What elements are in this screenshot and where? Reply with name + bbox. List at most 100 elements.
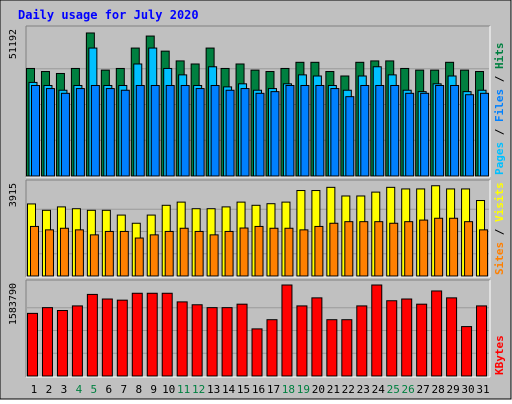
kbytes-bar bbox=[281, 284, 293, 377]
kbytes-bar bbox=[161, 292, 173, 377]
kbytes-bar bbox=[206, 307, 218, 377]
day-label: 8 bbox=[135, 383, 142, 396]
sites-bar bbox=[464, 221, 474, 277]
day-label: 24 bbox=[372, 383, 386, 396]
kbytes-bar bbox=[56, 309, 68, 377]
kbytes-bar bbox=[176, 301, 188, 377]
sites-bar bbox=[59, 227, 69, 277]
pages-bar bbox=[435, 84, 445, 177]
kbytes-bar bbox=[386, 300, 398, 377]
sites-bar bbox=[329, 222, 339, 277]
pages-bar bbox=[480, 92, 490, 177]
kbytes-bar bbox=[116, 299, 128, 377]
day-label: 31 bbox=[476, 383, 489, 396]
pages-bar bbox=[405, 92, 415, 177]
pages-bar bbox=[210, 84, 220, 177]
sites-bar bbox=[134, 237, 144, 277]
day-label: 7 bbox=[120, 383, 127, 396]
sites-bar bbox=[419, 219, 429, 277]
pages-bar bbox=[165, 84, 175, 177]
kbytes-bar bbox=[461, 326, 473, 377]
sites-bar bbox=[299, 229, 309, 277]
sites-bar bbox=[239, 227, 249, 277]
pages-bar bbox=[300, 84, 310, 177]
kbytes-bar bbox=[416, 303, 428, 377]
pages-bar bbox=[225, 89, 235, 177]
kbytes-bar bbox=[131, 292, 143, 377]
sites-bar bbox=[119, 230, 129, 277]
day-label: 4 bbox=[76, 383, 83, 396]
sites-bar bbox=[359, 221, 369, 277]
day-label: 10 bbox=[162, 383, 175, 396]
kbytes-bar bbox=[266, 319, 278, 377]
sites-bar bbox=[374, 221, 384, 277]
kbytes-bar bbox=[41, 307, 53, 377]
pages-bar bbox=[31, 84, 40, 177]
kbytes-bar bbox=[251, 328, 263, 377]
kbytes-bar bbox=[296, 305, 308, 377]
sites-bar bbox=[179, 227, 189, 277]
sites-bar bbox=[284, 227, 294, 277]
pages-bar bbox=[75, 88, 85, 177]
day-label: 14 bbox=[222, 383, 236, 396]
sites-bar bbox=[269, 227, 279, 277]
day-label: 13 bbox=[207, 383, 220, 396]
sites-bar bbox=[30, 225, 39, 277]
sites-bar bbox=[224, 230, 234, 277]
visits-sites-legend: Sites / Visits bbox=[493, 182, 506, 275]
day-label: 27 bbox=[417, 383, 430, 396]
pages-bar bbox=[285, 84, 295, 177]
pages-bar bbox=[135, 84, 145, 177]
sites-bar bbox=[149, 234, 159, 277]
sites-bar bbox=[209, 234, 219, 277]
pages-bar bbox=[420, 92, 430, 177]
kbytes-bar bbox=[401, 298, 413, 377]
day-label: 11 bbox=[177, 383, 190, 396]
kbytes-bar bbox=[476, 305, 488, 377]
pages-bar bbox=[375, 84, 385, 177]
sites-bar bbox=[404, 221, 414, 277]
kbytes-bar bbox=[341, 319, 353, 377]
max-value-label: 3915 bbox=[8, 183, 19, 207]
kbytes-bar bbox=[356, 305, 368, 377]
sites-bar bbox=[89, 234, 99, 277]
day-label: 17 bbox=[267, 383, 280, 396]
pages-bar bbox=[60, 92, 70, 177]
kbytes-bar bbox=[146, 292, 158, 377]
pages-bar bbox=[390, 84, 400, 177]
sites-bar bbox=[254, 225, 264, 277]
chart-title: Daily usage for July 2020 bbox=[18, 8, 199, 22]
day-label: 1 bbox=[31, 383, 38, 396]
day-label: 19 bbox=[297, 383, 310, 396]
day-label: 12 bbox=[192, 383, 205, 396]
kbytes-bar bbox=[431, 290, 443, 377]
pages-bar bbox=[180, 84, 190, 177]
kbytes-bar bbox=[86, 293, 98, 377]
kbytes-bar bbox=[191, 304, 203, 377]
max-value-label: 51192 bbox=[8, 29, 19, 59]
kbytes-bar bbox=[371, 284, 383, 377]
kbytes-bar bbox=[27, 312, 38, 377]
sites-bar bbox=[44, 229, 54, 277]
pages-bar bbox=[360, 84, 370, 177]
day-label: 22 bbox=[342, 383, 355, 396]
kbytes-legend: KBytes bbox=[493, 335, 506, 375]
pages-bar bbox=[270, 91, 280, 177]
sites-bar bbox=[314, 225, 324, 277]
pages-bar bbox=[195, 88, 205, 177]
kbytes-bar bbox=[326, 319, 338, 377]
day-label: 28 bbox=[431, 383, 444, 396]
day-label: 9 bbox=[150, 383, 157, 396]
kbytes-bar bbox=[101, 298, 113, 377]
day-label: 20 bbox=[312, 383, 325, 396]
sites-bar bbox=[104, 230, 114, 277]
kbytes-bar bbox=[311, 297, 323, 377]
sites-bar bbox=[74, 229, 84, 277]
pages-bar bbox=[105, 88, 115, 177]
day-label: 6 bbox=[106, 383, 113, 396]
pages-bar bbox=[345, 96, 355, 177]
kbytes-bar bbox=[71, 305, 83, 377]
kbytes-bar bbox=[221, 307, 233, 377]
day-label: 25 bbox=[387, 383, 400, 396]
